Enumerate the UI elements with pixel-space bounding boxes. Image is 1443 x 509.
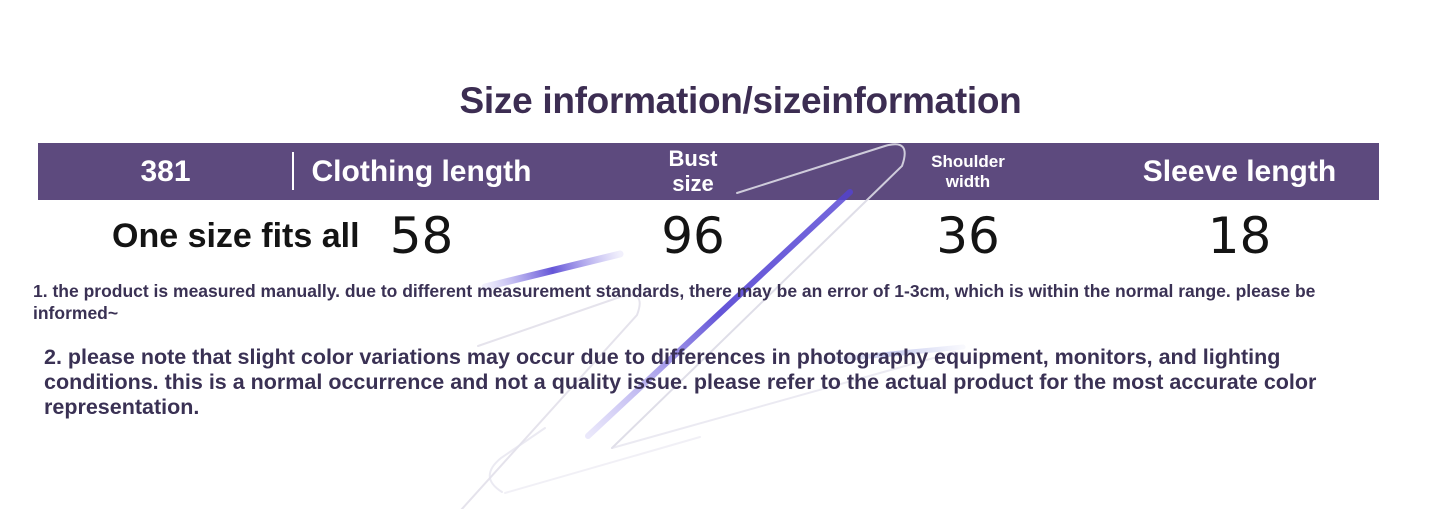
page-title: Size information/sizeinformation [459, 80, 1022, 121]
value-bust-size: 96 [661, 207, 725, 265]
header-sleeve-length: Sleeve length [1142, 154, 1337, 188]
value-clothing-length: 58 [389, 207, 454, 265]
value-sleeve-length: 18 [1207, 207, 1272, 265]
size-table-value-row: One size fits all 58 96 36 18 [38, 200, 1379, 272]
color-variation-note: 2. please note that slight color variati… [44, 345, 1317, 419]
header-clothing-length: Clothing length [311, 154, 532, 188]
header-model-number: 381 [140, 154, 191, 188]
value-size-label: One size fits all [112, 217, 360, 255]
header-shoulder-width: Shoulder width [931, 152, 1005, 191]
measurement-note: 1. the product is measured manually. due… [33, 281, 1316, 323]
size-table-header-row: 381 Clothing length Bust size Shoulder w… [38, 143, 1379, 200]
header-bust-size: Bust size [668, 145, 718, 196]
header-divider [292, 152, 294, 190]
value-shoulder-width: 36 [936, 207, 1000, 265]
